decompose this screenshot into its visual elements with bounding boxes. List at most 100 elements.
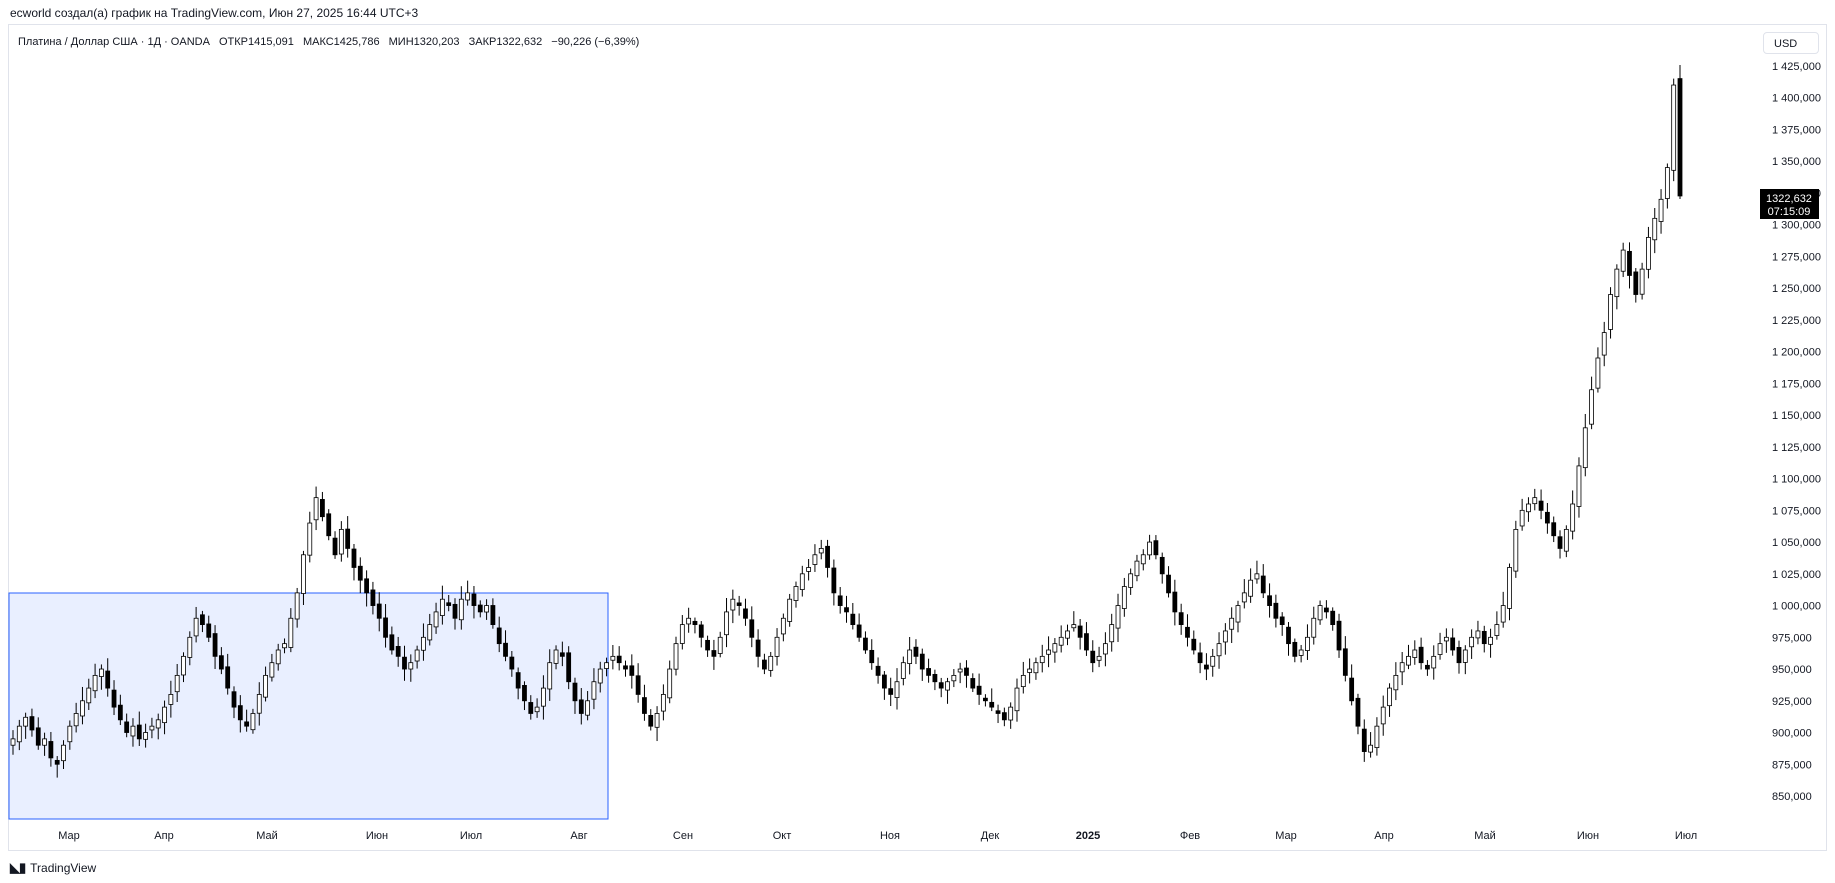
candle-body (1090, 650, 1096, 664)
candle-body (541, 687, 546, 707)
time-tick-label: Фев (1180, 830, 1200, 842)
candle-body (1526, 503, 1531, 513)
time-axis[interactable]: Мар Апр Май Июн Июл Авг Сен Окт Ноя Дек 2025 Фев Мар… (58, 830, 1697, 842)
candle-body (1260, 575, 1266, 594)
currency-button[interactable]: USD (1763, 32, 1819, 54)
candle-body (1248, 579, 1254, 597)
candle-body (1222, 630, 1228, 643)
candle-body (989, 701, 995, 708)
time-tick-label: Мар (1275, 830, 1297, 842)
candle-body (237, 705, 243, 721)
candle-body (1387, 687, 1392, 707)
symbol-legend: Платина / Доллар США · 1Д · OANDA ОТКР14… (18, 36, 645, 48)
candle-body (1292, 641, 1298, 657)
candle-body (1425, 664, 1430, 670)
candle-body (383, 617, 388, 638)
candle-body (635, 675, 641, 695)
price-tick-label: 1 250,000 (1772, 283, 1821, 295)
candle-body (856, 624, 862, 638)
candle-body (1614, 268, 1620, 298)
candle-body (755, 639, 761, 657)
candle-body (1488, 636, 1493, 645)
candle-body (787, 598, 793, 622)
candle-body (1627, 250, 1632, 276)
candle-body (1286, 626, 1291, 645)
chart-pane[interactable] (8, 24, 1827, 851)
candle-body (1544, 511, 1550, 524)
candle-body (1507, 567, 1512, 609)
candle-body (1519, 509, 1525, 527)
candle-body (749, 619, 755, 638)
candle-body (181, 655, 186, 676)
candle-body (326, 513, 332, 537)
candle-body (1241, 592, 1247, 603)
candle-body (1677, 78, 1683, 197)
legend-low: МИН1320,203 (388, 36, 460, 48)
candle-body (86, 687, 92, 704)
legend-change: −90,226 (−6,39%) (551, 36, 640, 48)
candle-body (433, 611, 439, 628)
candle-body (1620, 249, 1626, 272)
candle-body (528, 702, 534, 714)
price-axis[interactable]: 850,000 875,000 900,000 925,000 950,000 975,0… (1772, 61, 1821, 803)
price-tick-label: 1 225,000 (1772, 315, 1821, 327)
price-tick-label: 1 425,000 (1772, 61, 1821, 73)
time-tick-label: 2025 (1076, 830, 1100, 842)
time-tick-label: Авг (570, 830, 587, 842)
candle-body (957, 668, 963, 673)
candle-body (642, 697, 647, 714)
candle-body (1001, 712, 1007, 721)
candle-body (1380, 706, 1386, 725)
candle-body (345, 528, 351, 549)
candle-body (1109, 624, 1115, 643)
candle-body (225, 666, 231, 689)
candle-body (1159, 556, 1165, 575)
candle-body (1305, 636, 1310, 651)
candle-body (275, 649, 281, 665)
candle-body (54, 759, 60, 765)
candle-body (1406, 655, 1411, 666)
candle-body (1368, 744, 1373, 753)
candle-body (837, 595, 843, 606)
candle-body (1582, 427, 1588, 469)
footer-brand[interactable]: TradingView (30, 861, 97, 875)
time-tick-label: Июл (1675, 830, 1697, 842)
price-tick-label: 875,000 (1772, 759, 1812, 771)
candle-body (1014, 687, 1020, 712)
candle-body (1481, 630, 1487, 645)
footer: ◣▮ TradingView (10, 860, 96, 876)
candle-body (1096, 655, 1102, 661)
candle-body (1311, 617, 1317, 638)
candle-body (389, 634, 395, 651)
candle-body (376, 603, 382, 619)
price-tick-label: 1 275,000 (1772, 251, 1821, 263)
candle-body (16, 725, 22, 743)
highlight-rectangle[interactable] (8, 592, 609, 820)
candle-body (1071, 624, 1077, 629)
last-price-countdown: 07:15:09 (1768, 206, 1811, 218)
price-tick-label: 1 200,000 (1772, 347, 1821, 359)
candle-body (711, 650, 717, 657)
candle-body (99, 668, 104, 677)
time-tick-label: Окт (773, 830, 792, 842)
candle-body (534, 706, 540, 713)
candle-body (983, 697, 988, 702)
candle-body (762, 659, 767, 670)
price-tick-label: 900,000 (1772, 728, 1812, 740)
candle-body (1652, 217, 1658, 241)
candle-body (395, 645, 401, 657)
time-tick-label: Июн (366, 830, 388, 842)
candle-body (1008, 706, 1014, 721)
candle-body (686, 617, 692, 625)
candle-body (42, 738, 47, 746)
candle-body (591, 681, 597, 700)
candle-body (231, 691, 237, 708)
candle-body (1020, 674, 1026, 688)
candle-body (1532, 497, 1538, 505)
legend-symbol[interactable]: Платина / Доллар США · 1Д · OANDA (18, 36, 210, 48)
candle-body (1443, 636, 1449, 642)
candle-body (263, 674, 268, 698)
candle-body (1513, 528, 1519, 572)
candle-body (547, 662, 553, 690)
